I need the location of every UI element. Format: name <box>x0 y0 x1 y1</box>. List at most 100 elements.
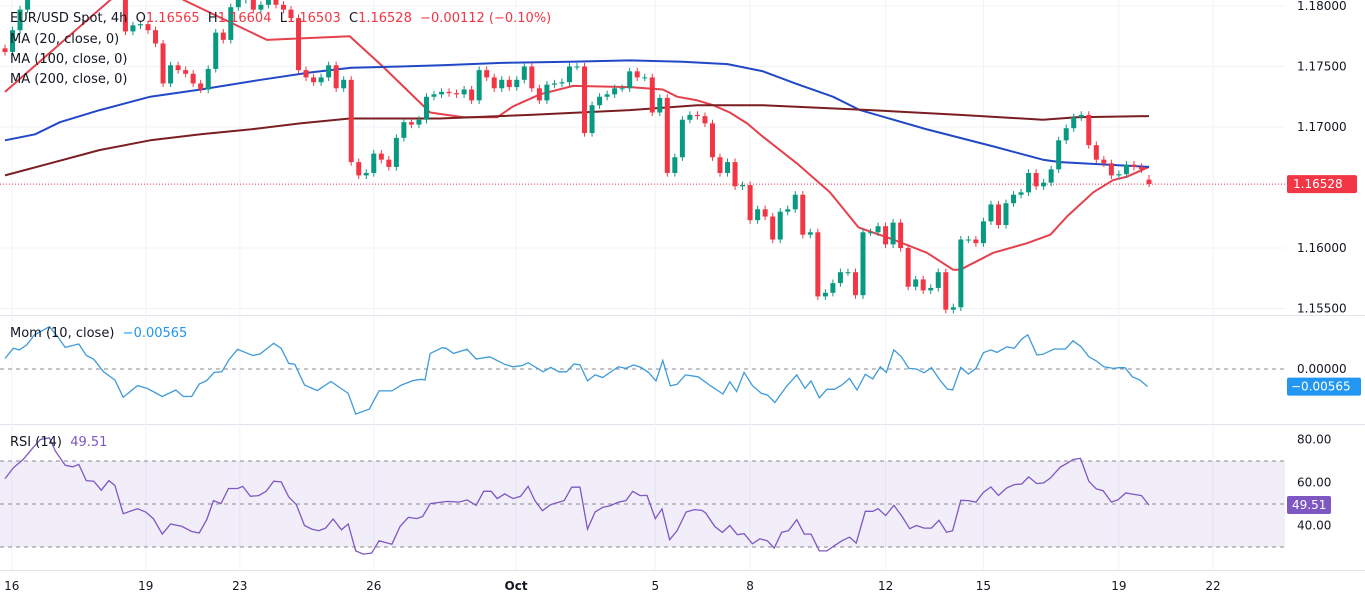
candle <box>995 200 1001 229</box>
candle-body <box>627 71 633 89</box>
candle <box>326 61 332 82</box>
candle <box>732 158 738 190</box>
candle <box>1063 124 1069 144</box>
candle-body <box>649 77 655 113</box>
candle <box>830 279 836 297</box>
candle <box>1086 111 1092 149</box>
candle <box>1018 188 1024 199</box>
candle-body <box>499 79 505 89</box>
candle <box>205 65 211 94</box>
candle <box>770 212 776 244</box>
candle <box>627 67 633 92</box>
candle-body <box>10 30 16 52</box>
momentum-zero-label: 0.00000 <box>1297 362 1347 376</box>
candle-body <box>446 91 452 94</box>
candle-body <box>762 209 768 217</box>
rsi-tag-label: 49.51 <box>1292 498 1326 512</box>
candle <box>725 158 731 177</box>
candle <box>168 61 174 88</box>
candle <box>943 268 949 314</box>
candle-body <box>1041 182 1047 187</box>
candle <box>913 275 919 291</box>
candle <box>296 14 302 74</box>
candle <box>145 20 151 34</box>
candle-body <box>1003 203 1009 226</box>
candle <box>559 78 565 88</box>
candle <box>898 218 904 252</box>
candle-body <box>371 153 377 173</box>
candle <box>10 26 16 56</box>
candle <box>280 1 286 14</box>
candle <box>642 73 648 82</box>
candle-body <box>1071 117 1077 129</box>
candle-body <box>913 279 919 287</box>
candle <box>905 244 911 291</box>
candle-body <box>153 30 159 44</box>
candle <box>469 85 475 105</box>
candle <box>491 73 497 92</box>
rsi-legend[interactable]: RSI (14) 49.51 <box>10 435 107 450</box>
candle-body <box>544 84 550 101</box>
candle-body <box>1056 140 1062 170</box>
rsi-tick-label: 40.00 <box>1297 519 1331 533</box>
candle <box>762 205 768 221</box>
candle <box>318 73 324 86</box>
x-tick-label: 19 <box>138 579 153 593</box>
candle-body <box>566 66 572 83</box>
momentum-legend[interactable]: Mom (10, close) −0.00565 <box>10 326 187 341</box>
candle-body <box>664 97 670 173</box>
candle <box>792 191 798 213</box>
candle-body <box>431 94 437 97</box>
candle <box>747 181 753 224</box>
candle <box>476 66 482 105</box>
ma200-legend[interactable]: MA (200, close, 0) <box>10 72 128 87</box>
candle-body <box>25 0 31 10</box>
candle-body <box>1108 163 1114 176</box>
candle-body <box>589 105 595 134</box>
candle-body <box>506 79 512 88</box>
candle-body <box>830 283 836 293</box>
candle <box>439 88 445 98</box>
ma100-legend[interactable]: MA (100, close, 0) <box>10 52 128 67</box>
candle-body <box>785 209 791 212</box>
candle-body <box>965 239 971 241</box>
candle <box>1041 179 1047 190</box>
candle-body <box>258 4 264 10</box>
candle <box>890 218 896 248</box>
candle <box>687 111 693 124</box>
candle-body <box>318 77 324 83</box>
candle <box>137 20 143 29</box>
candle <box>393 134 399 171</box>
x-tick-label: 26 <box>366 579 381 593</box>
candle <box>348 76 354 166</box>
candle <box>265 0 271 9</box>
candle-body <box>536 88 542 101</box>
candle-body <box>529 66 535 89</box>
candle-body <box>1048 169 1054 183</box>
candle <box>17 6 23 34</box>
candle <box>333 61 339 92</box>
ma20-legend[interactable]: MA (20, close, 0) <box>10 32 120 47</box>
candle-body <box>348 79 354 163</box>
x-tick-label: 15 <box>976 579 991 593</box>
candle-body <box>755 209 761 221</box>
candle-body <box>183 70 189 74</box>
candle <box>288 6 294 22</box>
candle-body <box>679 119 685 158</box>
candle <box>868 228 874 236</box>
candle <box>597 93 603 109</box>
candle-body <box>250 0 256 10</box>
candle-body <box>521 66 527 80</box>
x-tick-label: 12 <box>878 579 893 593</box>
candle-body <box>875 226 881 233</box>
candle <box>1071 113 1077 132</box>
candle-body <box>17 9 23 31</box>
candle-body <box>439 91 445 95</box>
low-label: L <box>279 11 287 26</box>
candle <box>303 66 309 82</box>
candle-body <box>740 185 746 187</box>
candle-body <box>341 79 347 89</box>
candle-body <box>868 232 874 234</box>
candle <box>755 205 761 224</box>
